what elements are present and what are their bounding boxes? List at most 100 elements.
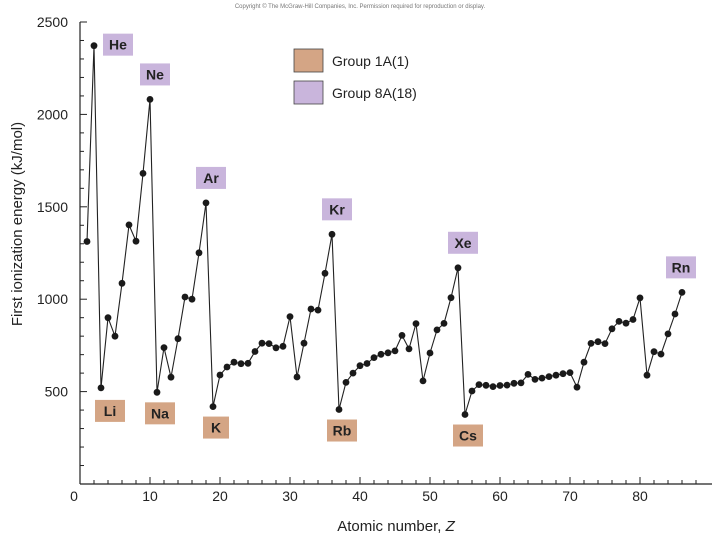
series-line: [86, 45, 683, 415]
x-tick-label: 60: [492, 488, 508, 504]
data-point: [244, 359, 252, 367]
data-point: [174, 335, 182, 343]
y-tick-label: 500: [45, 384, 69, 400]
axes: 500 1000 1500 2000 2500 0 10 20 30 40 50 60 70 80 Atom…: [9, 14, 712, 535]
label-box-cs: [453, 424, 483, 447]
data-point: [251, 348, 259, 355]
label-he: He: [109, 37, 127, 53]
legend-label-group8a: Group 8A(18): [332, 85, 417, 101]
data-point: [237, 360, 245, 368]
x-tick-label: 40: [352, 488, 368, 504]
x-tick-label: 30: [282, 488, 298, 504]
label-cs: Cs: [459, 428, 477, 444]
data-point: [342, 379, 350, 386]
data-point: [83, 238, 91, 245]
data-point: [377, 350, 385, 358]
label-box-k: [203, 416, 229, 439]
x-axis-title: Atomic number, Z: [337, 518, 455, 535]
data-point: [111, 332, 119, 340]
label-box-rn: [666, 256, 696, 279]
x-tick-label: 20: [212, 488, 228, 504]
y-tick-label: 2500: [37, 14, 68, 30]
data-point: [405, 345, 413, 353]
label-rb: Rb: [333, 423, 352, 439]
label-ne: Ne: [146, 66, 164, 82]
data-point: [391, 347, 399, 355]
data-point: [510, 379, 518, 387]
data-point: [594, 338, 602, 346]
data-point: [678, 289, 686, 296]
data-point: [489, 383, 497, 390]
label-box-xe: [448, 231, 478, 254]
data-point: [118, 279, 126, 287]
data-point: [517, 379, 525, 387]
x-tick-label: 10: [142, 488, 158, 504]
data-point: [475, 381, 483, 388]
data-point: [314, 306, 322, 314]
data-point: [146, 96, 154, 103]
legend: Group 1A(1) Group 8A(18): [293, 48, 417, 105]
data-point: [622, 319, 630, 327]
y-tick-label: 2000: [37, 106, 68, 122]
legend-swatch-group8a: [293, 80, 324, 105]
data-point: [398, 332, 406, 339]
data-point: [496, 382, 504, 389]
x-tick-label: 0: [70, 488, 78, 504]
y-axis-title: First ionization energy (kJ/mol): [9, 122, 26, 326]
data-point: [363, 360, 371, 367]
data-point: [482, 381, 490, 389]
data-point: [608, 325, 616, 333]
data-point: [580, 358, 588, 366]
label-box-kr: [322, 198, 352, 221]
copyright-notice: Copyright © The McGraw-Hill Companies, I…: [234, 4, 486, 10]
data-point: [349, 369, 357, 377]
data-point: [531, 376, 539, 383]
data-point: [272, 344, 280, 352]
label-na: Na: [151, 405, 169, 421]
data-point: [153, 388, 161, 396]
y-tick-label: 1000: [37, 291, 68, 307]
x-tick-label: 70: [562, 488, 578, 504]
data-point: [258, 339, 266, 347]
data-point: [657, 350, 665, 358]
data-point: [132, 237, 140, 245]
data-point: [384, 349, 392, 357]
label-box-li: [95, 399, 125, 422]
data-point: [230, 358, 238, 366]
x-tick-label: 80: [632, 488, 648, 504]
x-tick-label: 50: [422, 488, 438, 504]
data-point: [615, 318, 623, 325]
data-point: [265, 340, 273, 347]
data-point: [671, 310, 679, 318]
data-point: [650, 348, 658, 356]
data-point: [139, 170, 147, 177]
label-box-na: [145, 402, 175, 425]
data-point: [545, 373, 553, 380]
data-point: [223, 363, 231, 371]
data-point: [566, 369, 574, 376]
data-point: [601, 340, 609, 347]
data-point: [335, 406, 343, 413]
data-point: [440, 320, 448, 327]
data-point: [216, 371, 224, 379]
legend-swatch-group1a: [293, 48, 324, 73]
data-point: [293, 373, 301, 381]
label-box-ar: [196, 166, 226, 189]
data-point: [188, 295, 196, 303]
data-point: [97, 384, 105, 392]
data-point: [167, 373, 175, 381]
data-point: [447, 294, 455, 302]
data-point: [587, 340, 595, 347]
data-point: [370, 354, 378, 361]
data-point: [454, 264, 462, 272]
data-point: [307, 305, 315, 313]
y-tick-label: 1500: [37, 199, 68, 215]
data-point: [202, 199, 210, 207]
data-point: [356, 362, 364, 370]
label-xe: Xe: [454, 235, 471, 251]
label-rn: Rn: [672, 259, 691, 275]
data-point: [629, 316, 637, 323]
data-point: [643, 371, 651, 379]
data-point: [461, 411, 469, 418]
